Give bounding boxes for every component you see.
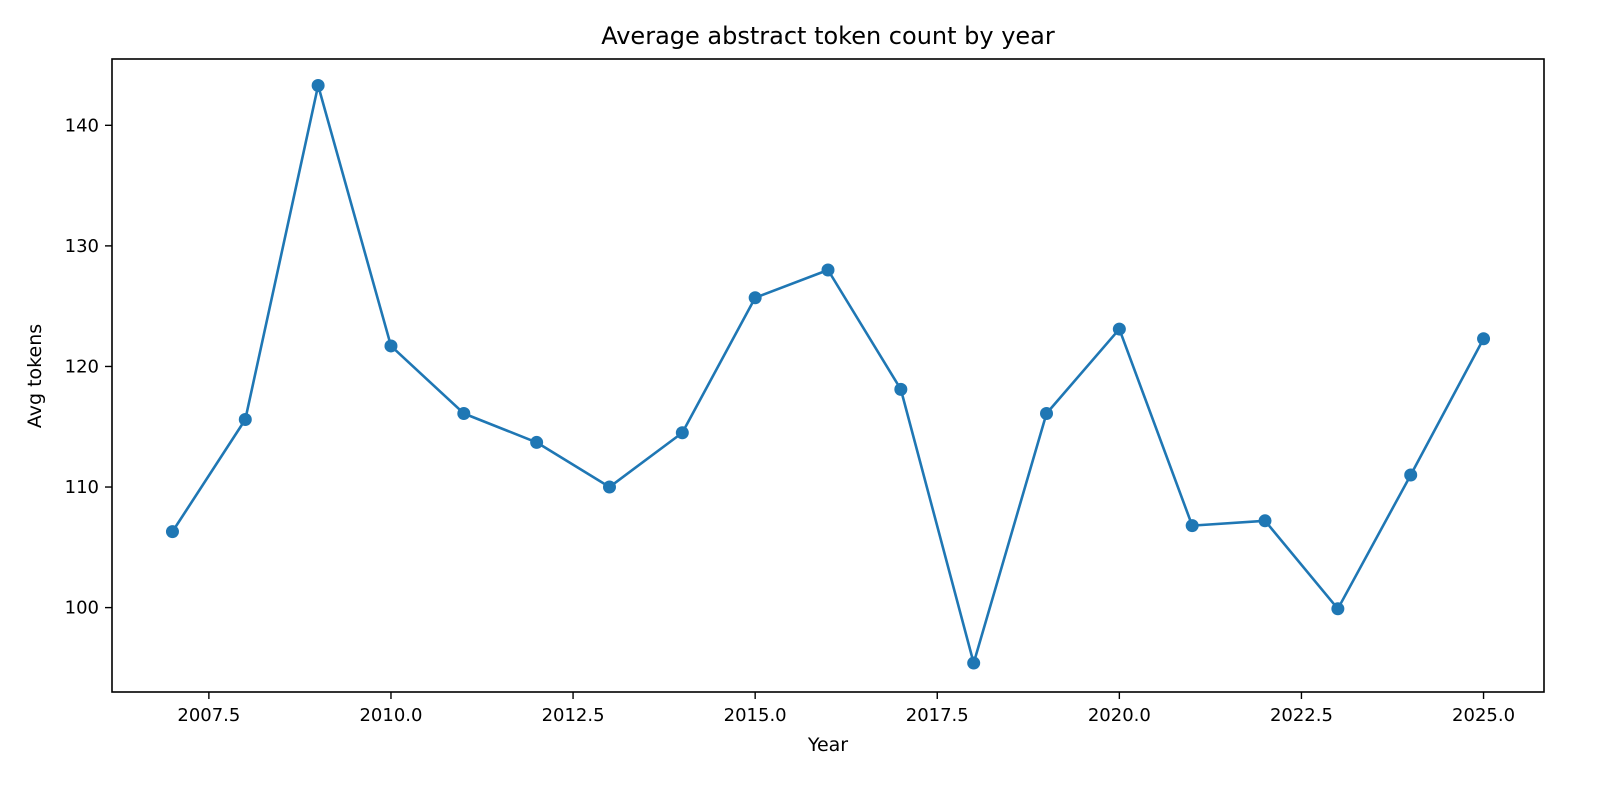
y-axis-label: Avg tokens — [24, 324, 46, 428]
x-tick-label: 2025.0 — [1452, 705, 1515, 726]
data-point — [602, 480, 616, 494]
y-tick-label: 140 — [65, 115, 99, 136]
data-point — [311, 79, 325, 93]
x-tick-label: 2010.0 — [359, 705, 422, 726]
data-point — [821, 263, 835, 277]
x-axis-label: Year — [807, 734, 848, 756]
chart-title: Average abstract token count by year — [601, 22, 1055, 50]
x-tick-label: 2012.5 — [542, 705, 605, 726]
data-point — [967, 656, 981, 670]
plot-area: 2007.5 2010.0 2012.5 2015.0 2017.5 2020.0 2022… — [65, 58, 1545, 726]
data-point — [530, 435, 544, 449]
x-tick-label: 2007.5 — [177, 705, 240, 726]
x-tick-label: 2022.5 — [1270, 705, 1333, 726]
data-point — [457, 406, 471, 420]
data-point — [748, 291, 762, 305]
data-point — [1331, 602, 1345, 616]
y-tick-label: 130 — [65, 236, 99, 257]
x-tick-label: 2020.0 — [1088, 705, 1151, 726]
y-tick-label: 110 — [65, 477, 99, 498]
data-point — [165, 525, 179, 539]
data-point — [238, 413, 252, 427]
axes-frame — [111, 58, 1545, 693]
y-tick-label: 100 — [65, 598, 99, 619]
data-point — [1185, 519, 1199, 533]
y-tick-label: 120 — [65, 356, 99, 377]
data-point — [1258, 514, 1272, 528]
x-tick-label: 2017.5 — [906, 705, 969, 726]
data-point — [894, 382, 908, 396]
data-point — [1040, 406, 1054, 420]
data-point — [1112, 322, 1126, 336]
x-tick-label: 2015.0 — [724, 705, 787, 726]
data-point — [675, 426, 689, 440]
data-point — [384, 339, 398, 353]
data-point — [1477, 332, 1491, 346]
data-point — [1404, 468, 1418, 482]
